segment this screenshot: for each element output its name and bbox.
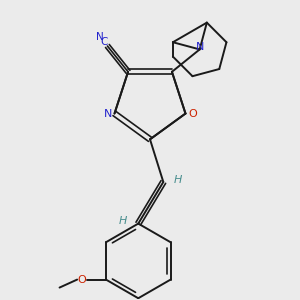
Text: C: C: [100, 37, 108, 47]
Text: H: H: [119, 217, 128, 226]
Text: O: O: [188, 109, 197, 118]
Text: O: O: [78, 274, 86, 285]
Text: H: H: [174, 175, 182, 185]
Text: N: N: [96, 32, 104, 42]
Text: N: N: [196, 42, 204, 52]
Text: N: N: [103, 109, 112, 118]
